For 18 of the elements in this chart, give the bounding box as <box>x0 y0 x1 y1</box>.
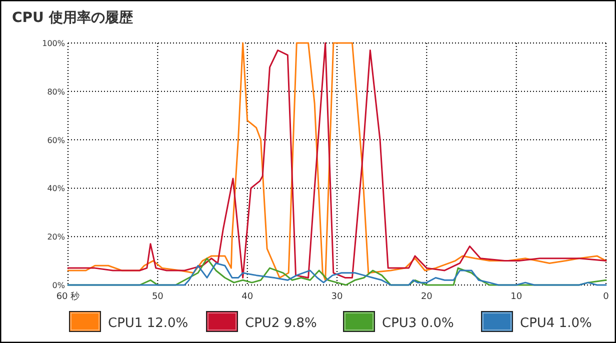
legend-label: CPU3 0.0% <box>382 316 454 331</box>
y-tick-label: 100% <box>42 39 66 48</box>
y-tick-label: 0% <box>52 281 66 290</box>
legend-label: CPU1 12.0% <box>108 316 188 331</box>
x-tick-label: 50 <box>152 292 164 302</box>
y-tick-label: 20% <box>47 232 66 242</box>
x-tick-label: 20 <box>420 292 433 302</box>
y-tick-label: 40% <box>47 184 66 194</box>
x-tick-label: 30 <box>331 292 343 302</box>
x-tick-label: 40 <box>242 292 254 302</box>
y-tick-label: 60% <box>47 136 66 145</box>
legend-label: CPU4 1.0% <box>520 316 592 331</box>
x-tick-label: 10 <box>510 292 522 302</box>
y-tick-label: 80% <box>47 87 66 96</box>
chart-title: CPU 使用率の履歴 <box>12 9 134 26</box>
x-tick-label: 0 <box>603 292 610 302</box>
x-tick-label: 60 秒 <box>56 291 80 302</box>
legend-label: CPU2 9.8% <box>245 316 317 331</box>
